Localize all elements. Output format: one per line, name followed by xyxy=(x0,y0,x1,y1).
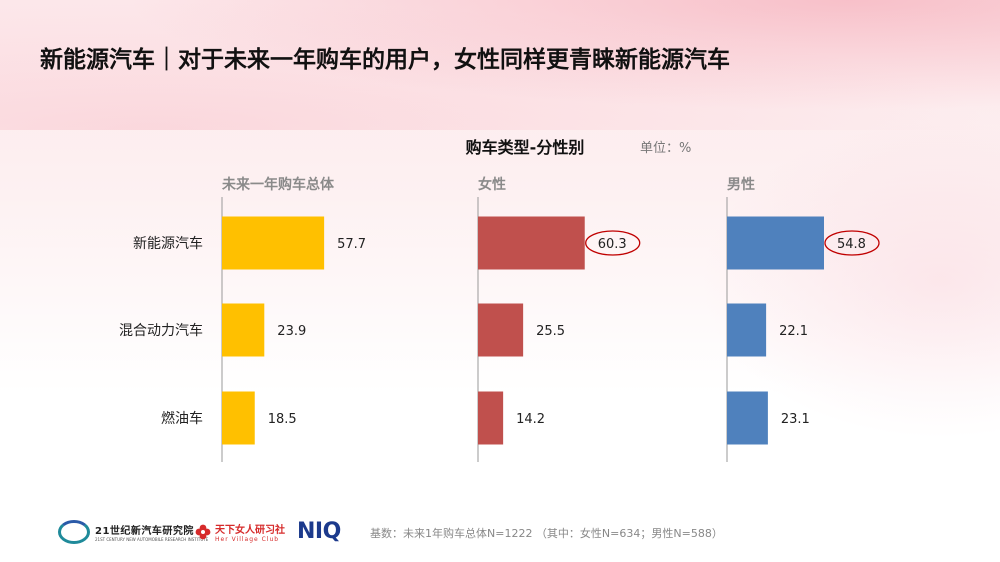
category-label: 混合动力汽车 xyxy=(119,322,203,339)
institute-logo-icon xyxy=(58,520,90,544)
bar xyxy=(727,303,767,357)
bar xyxy=(478,303,524,357)
series-header: 男性 xyxy=(727,176,755,193)
series-header: 女性 xyxy=(478,176,506,193)
chart-title: 购车类型-分性别 xyxy=(465,138,585,157)
data-label: 22.1 xyxy=(779,324,808,339)
village-logo: 天下女人研习社 Her Village Club xyxy=(195,518,285,546)
data-label: 60.3 xyxy=(598,237,627,252)
data-label: 25.5 xyxy=(536,324,565,339)
page-title: 新能源汽车｜对于未来一年购车的用户，女性同样更青睐新能源汽车 xyxy=(40,47,730,73)
data-label: 54.8 xyxy=(837,237,866,252)
institute-logo: 21世纪新汽车研究院 21ST CENTURY NEW AUTOMOBILE R… xyxy=(58,518,208,546)
bar xyxy=(222,303,265,357)
data-label: 23.9 xyxy=(277,324,306,339)
category-label: 燃油车 xyxy=(161,410,203,427)
institute-logo-text: 21世纪新汽车研究院 xyxy=(95,526,194,537)
bar xyxy=(222,216,325,270)
highlight-ellipse xyxy=(824,230,880,256)
footer: 21世纪新汽车研究院 21ST CENTURY NEW AUTOMOBILE R… xyxy=(0,512,1000,552)
category-label: 新能源汽车 xyxy=(133,235,203,252)
bar xyxy=(727,216,824,270)
base-note: 基数：未来1年购车总体N=1222 （其中：女性N=634；男性N=588） xyxy=(370,527,723,540)
niq-logo: NIQ xyxy=(297,519,341,544)
bar xyxy=(727,391,768,445)
village-logo-text: 天下女人研习社 xyxy=(215,525,285,536)
bar xyxy=(478,391,504,445)
data-label: 18.5 xyxy=(268,412,297,427)
data-label: 23.1 xyxy=(781,412,810,427)
data-label: 57.7 xyxy=(337,237,366,252)
institute-logo-subtext: 21ST CENTURY NEW AUTOMOBILE RESEARCH INS… xyxy=(95,537,209,542)
series-header: 未来一年购车总体 xyxy=(222,176,335,193)
clover-icon xyxy=(195,524,211,540)
bar xyxy=(478,216,585,270)
unit-label: 单位：% xyxy=(640,141,692,156)
bar xyxy=(222,391,255,445)
data-label: 14.2 xyxy=(516,412,545,427)
village-logo-subtext: Her Village Club xyxy=(215,536,280,543)
highlight-ellipse xyxy=(585,230,641,256)
